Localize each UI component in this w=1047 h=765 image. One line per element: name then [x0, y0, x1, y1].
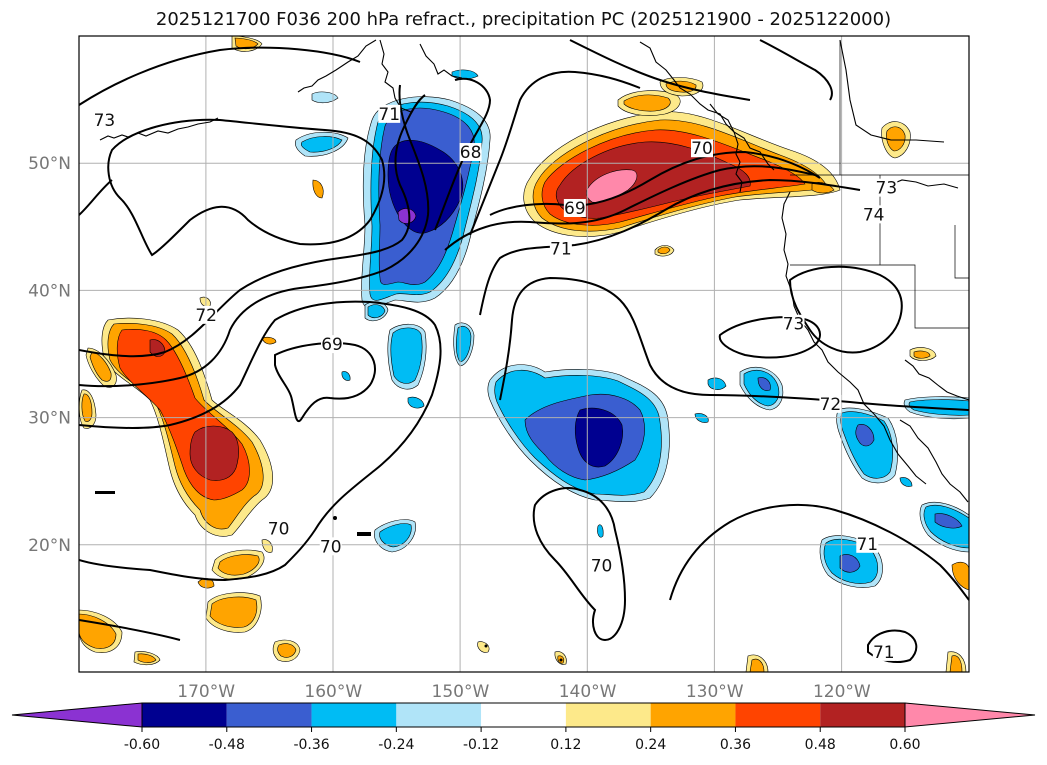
- colorbar-tick-label: -0.60: [124, 737, 160, 753]
- contour-label: 73: [783, 315, 805, 335]
- map-title: 2025121700 F036 200 hPa refract., precip…: [155, 9, 892, 30]
- colorbar-outline: [141, 702, 906, 728]
- colorbar-under-extension: [11, 702, 143, 728]
- longitude-tick-labels: 170°W 160°W 150°W 140°W 130°W 120°W: [177, 682, 871, 702]
- contour-label-bg: [782, 314, 805, 333]
- colorbar-tick-label: 0.24: [635, 737, 666, 753]
- graticule: [79, 36, 969, 672]
- colorbar-tick-label: 0.48: [805, 737, 836, 753]
- contour-label: 73: [94, 111, 116, 131]
- lon-tick-label: 170°W: [177, 682, 235, 702]
- lon-tick-label: 120°W: [813, 682, 871, 702]
- colorbar-over-extension: [904, 702, 1036, 728]
- colorbar-swatch: [820, 703, 905, 727]
- colorbar-tick-label: 0.60: [889, 737, 920, 753]
- precip-field-positive-west: [79, 36, 969, 672]
- contour-label-bg: [856, 534, 879, 553]
- latitude-tick-labels: 50°N 40°N 30°N 20°N: [28, 154, 71, 556]
- precip-field-positive-north: [523, 77, 911, 257]
- coastlines: [99, 39, 969, 503]
- contour-label: 72: [195, 306, 217, 326]
- contour-label: 69: [321, 335, 343, 355]
- contour-label-bg: [563, 198, 586, 217]
- map-area: 73 71 68 70 73 74 69 71 72 69 72 73 70 70 70 71 71: [79, 36, 969, 672]
- contour-label-bg: [875, 178, 898, 197]
- contour-label: 74: [863, 205, 885, 225]
- colorbar-tick-label: -0.36: [293, 737, 329, 753]
- contour-label-bg: [549, 239, 572, 258]
- lat-tick-label: 40°N: [28, 281, 71, 301]
- colorbar-tick-label: 0.12: [550, 737, 581, 753]
- colorbar-tick-label: -0.24: [378, 737, 414, 753]
- contour-label-bg: [459, 143, 482, 162]
- contour-label: 70: [320, 537, 342, 557]
- contour-label: 71: [873, 643, 895, 663]
- colorbar-swatch: [650, 703, 736, 727]
- contour-label-bg: [590, 556, 613, 575]
- contour-label: 71: [550, 240, 572, 260]
- lat-tick-label: 20°N: [28, 536, 71, 556]
- contour-label-bg: [321, 335, 344, 354]
- colorbar-tick-label: -0.48: [209, 737, 245, 753]
- map-frame: [78, 35, 970, 673]
- colorbar: [11, 702, 1036, 728]
- colorbar-swatch: [311, 703, 397, 727]
- colorbar-tick-labels: -0.60 -0.48 -0.36 -0.24 -0.12 0.12 0.24 0.36 0.4…: [124, 727, 921, 753]
- colorbar-swatch: [226, 703, 312, 727]
- contour-label: 70: [691, 139, 713, 159]
- contour-label: 71: [378, 105, 400, 125]
- refractivity-contours: [79, 39, 969, 663]
- colorbar-swatch: [142, 703, 227, 727]
- colorbar-tick-label: -0.12: [463, 737, 499, 753]
- contour-label: 68: [460, 143, 482, 163]
- contour-label-bg: [872, 642, 895, 661]
- contour-label: 70: [591, 556, 613, 576]
- contour-label-bg: [819, 394, 842, 413]
- contour-label-bg: [93, 111, 116, 130]
- lon-tick-label: 130°W: [686, 682, 744, 702]
- lon-tick-label: 150°W: [432, 682, 490, 702]
- contour-label-bg: [378, 104, 401, 123]
- colorbar-swatch: [565, 703, 651, 727]
- contour-label-bg: [195, 305, 218, 324]
- colorbar-swatch: [481, 703, 566, 727]
- islands: [95, 491, 563, 662]
- contour-label: 69: [564, 199, 586, 219]
- contour-label: 71: [856, 535, 878, 555]
- colorbar-swatch: [735, 703, 821, 727]
- contour-label: 70: [268, 520, 290, 540]
- contour-label: 73: [876, 179, 898, 199]
- contour-label-bg: [267, 519, 290, 538]
- lat-tick-label: 50°N: [28, 154, 71, 174]
- lon-tick-label: 140°W: [559, 682, 617, 702]
- contour-label-bg: [691, 139, 713, 158]
- colorbar-swatch: [396, 703, 482, 727]
- contour-label-bg: [319, 537, 342, 556]
- colorbar-tick-label: 0.36: [720, 737, 751, 753]
- contour-label: 72: [820, 395, 842, 415]
- lon-tick-label: 160°W: [304, 682, 362, 702]
- lat-tick-label: 30°N: [28, 409, 71, 429]
- contour-label-bg: [862, 205, 885, 224]
- contour-labels: 73 71 68 70 73 74 69 71 72 69 72 73 70 70 70 71 71: [93, 104, 898, 663]
